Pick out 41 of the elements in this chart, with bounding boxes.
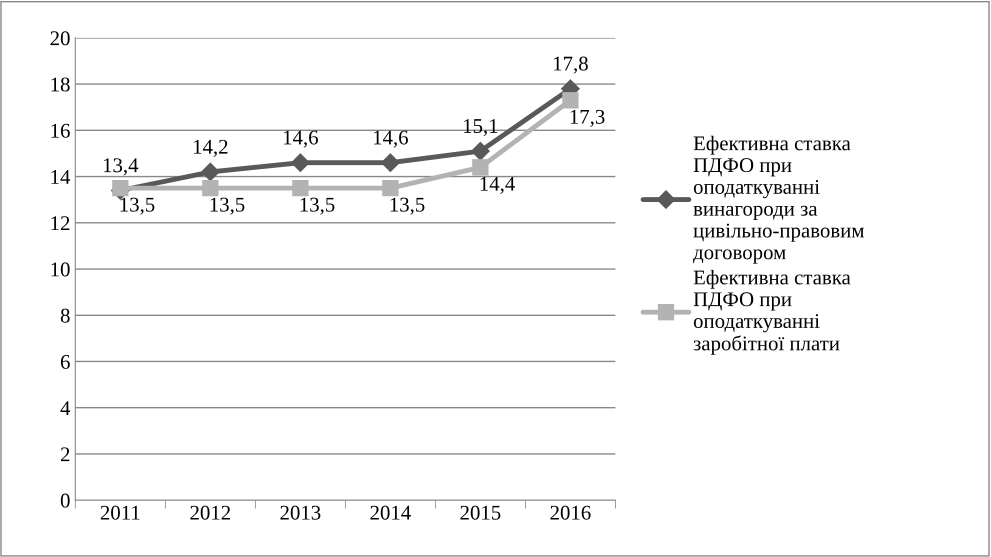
data-label: 14,4 (480, 176, 515, 194)
y-tick-label: 4 (60, 401, 70, 415)
y-tick-label: 2 (60, 447, 70, 462)
point (562, 92, 579, 108)
point (200, 162, 220, 182)
x-tick-label: 2012 (190, 506, 230, 520)
y-tick-label: 10 (51, 262, 70, 276)
point (292, 180, 309, 196)
data-label: 14,2 (194, 140, 228, 157)
y-tick-label: 20 (50, 31, 70, 46)
y-tick-label: 14 (51, 170, 70, 184)
data-label: 14,6 (284, 130, 318, 148)
point (112, 180, 128, 196)
x-tick-label: 2015 (460, 506, 500, 520)
data-label: 13,5 (210, 198, 244, 215)
data-label: 13,5 (120, 198, 154, 215)
y-tick-label: 0 (60, 494, 70, 508)
y-tick-label: 6 (60, 354, 70, 369)
data-label: 17,8 (554, 56, 588, 74)
data-label: 17,3 (570, 110, 604, 127)
point (471, 142, 490, 160)
point (290, 153, 310, 172)
point (472, 159, 489, 176)
y-tick-label: 16 (51, 124, 70, 138)
x-tick-label: 2011 (100, 506, 140, 520)
point (381, 153, 400, 172)
x-tick-label: 2014 (370, 506, 411, 520)
legend-label: Ефективна ставка ПДФО при оподаткуванні заробітної плати (694, 270, 851, 355)
data-label: 13,5 (390, 198, 424, 215)
y-tick-label: 8 (60, 308, 70, 323)
x-tick-label: 2016 (550, 506, 591, 520)
data-label: 13,4 (104, 158, 138, 176)
data-label: 14,6 (374, 130, 408, 148)
y-tick-label: 12 (51, 216, 70, 230)
data-label: 13,5 (300, 198, 334, 215)
x-tick-label: 2013 (280, 506, 320, 520)
point (202, 180, 218, 196)
point (382, 180, 399, 196)
data-label: 15,1 (464, 119, 498, 136)
y-tick-label: 18 (51, 77, 70, 92)
legend-label: Ефективна ставка ПДФО при оподаткуванні винагороди за цивільно-правовим договором (693, 136, 864, 264)
